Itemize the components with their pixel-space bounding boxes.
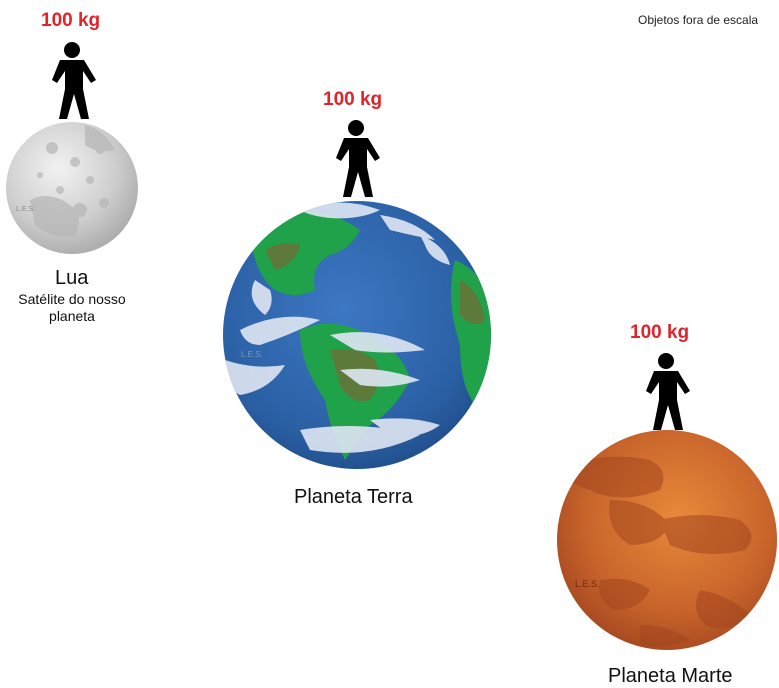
mars-watermark: L.E.S. (575, 579, 600, 589)
person-icon (52, 42, 96, 119)
moon-icon: L.E.S. (6, 122, 138, 254)
earth-name: Planeta Terra (294, 486, 413, 508)
mars-name: Planeta Marte (608, 665, 733, 687)
earth-icon: L.E.S. (223, 201, 491, 469)
person-icon (336, 120, 380, 197)
mars-mass-label: 100 kg (630, 322, 690, 343)
earth-mass-label: 100 kg (323, 89, 383, 110)
moon-subtitle: Satélite do nosso planeta (18, 291, 126, 324)
scale-note: Objetos fora de escala (638, 13, 759, 27)
person-icon (646, 353, 690, 430)
moon-watermark: L.E.S. (16, 206, 35, 213)
moon-mass-label: 100 kg (41, 10, 101, 31)
earth-watermark: L.E.S. (241, 350, 263, 359)
moon-name: Lua (55, 267, 89, 289)
mars-icon: L.E.S. (557, 430, 777, 650)
